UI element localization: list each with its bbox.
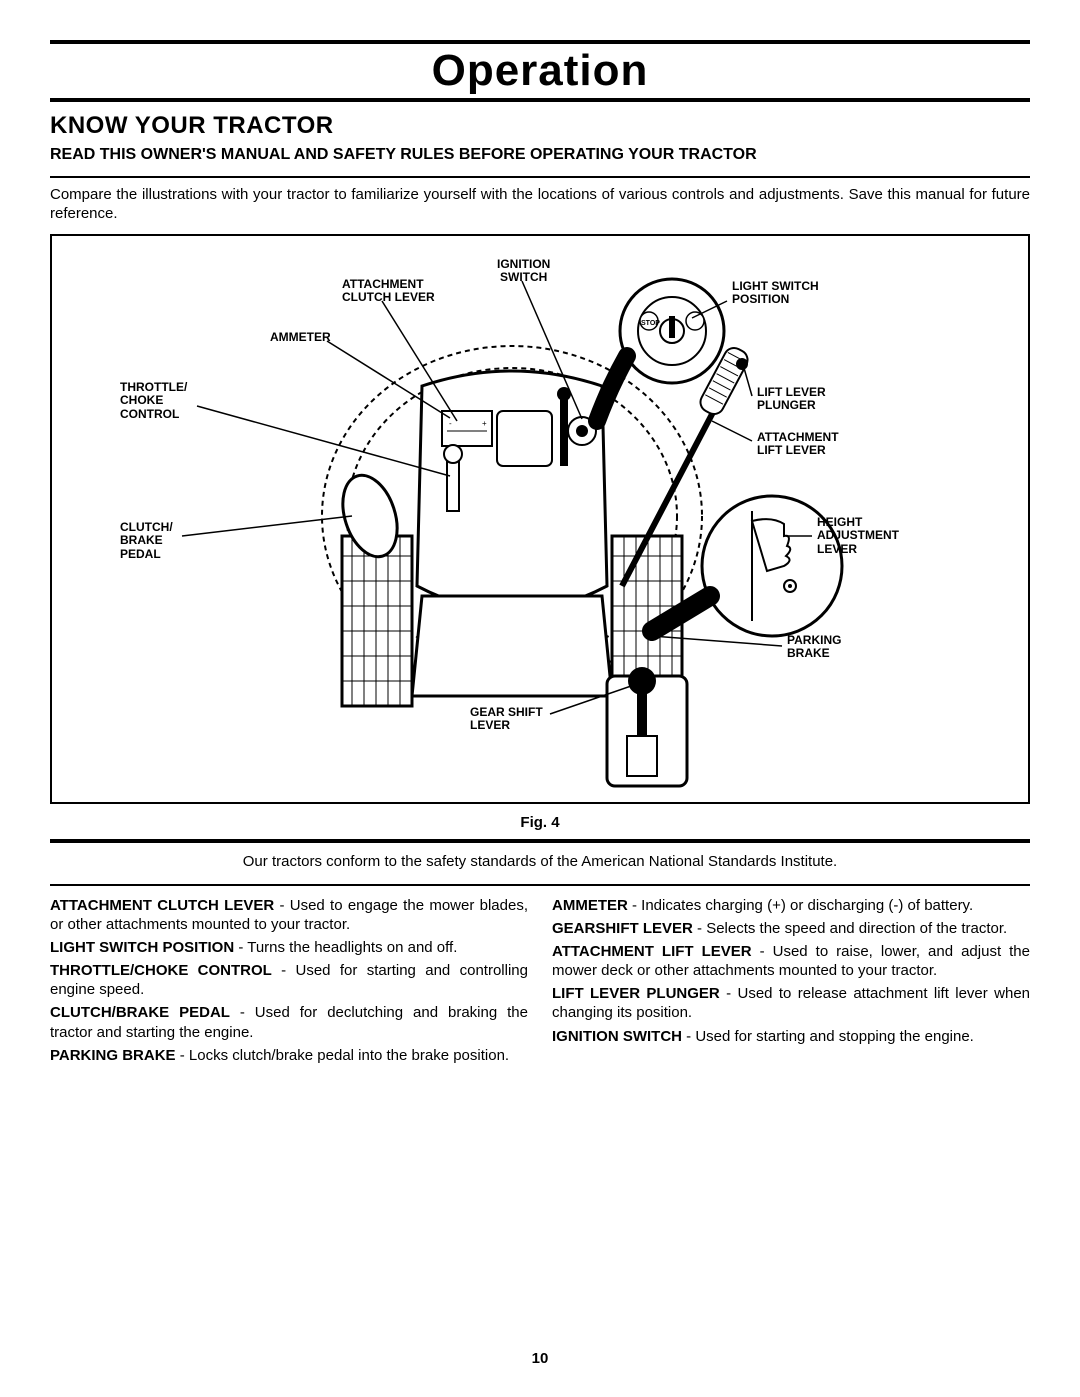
definition-item: IGNITION SWITCH - Used for starting and … <box>552 1027 1030 1046</box>
conformity-text: Our tractors conform to the safety stand… <box>50 853 1030 870</box>
col-left: ATTACHMENT CLUTCH LEVER - Used to engage… <box>50 896 528 1070</box>
definition-term: AMMETER <box>552 897 628 914</box>
definition-term: ATTACHMENT LIFT LEVER <box>552 943 752 960</box>
label-parking-brake: PARKING BRAKE <box>787 634 841 662</box>
col-right: AMMETER - Indicates charging (+) or disc… <box>552 896 1030 1070</box>
label-throttle-choke: THROTTLE/ CHOKE CONTROL <box>120 381 187 422</box>
definition-item: LIFT LEVER PLUNGER - Used to release att… <box>552 984 1030 1022</box>
definition-text: - Used for starting and stopping the eng… <box>682 1028 974 1045</box>
label-light-switch-position: LIGHT SWITCH POSITION <box>732 280 819 308</box>
definition-item: ATTACHMENT CLUTCH LEVER - Used to engage… <box>50 896 528 934</box>
definition-item: AMMETER - Indicates charging (+) or disc… <box>552 896 1030 915</box>
label-ammeter: AMMETER <box>270 331 331 345</box>
label-gear-shift-lever: GEAR SHIFT LEVER <box>470 706 543 734</box>
tractor-diagram: - + <box>50 234 1030 804</box>
label-attachment-lift-lever: ATTACHMENT LIFT LEVER <box>757 431 839 459</box>
definition-text: - Locks clutch/brake pedal into the brak… <box>176 1047 510 1064</box>
rule-under-figure <box>50 839 1030 843</box>
rule-under-conformity <box>50 884 1030 886</box>
rule-under-subheading <box>50 176 1030 178</box>
definition-term: LIGHT SWITCH POSITION <box>50 939 234 956</box>
definition-term: IGNITION SWITCH <box>552 1028 682 1045</box>
definition-text: - Selects the speed and direction of the… <box>693 920 1007 937</box>
page-number: 10 <box>0 1350 1080 1367</box>
definition-text: - Turns the headlights on and off. <box>234 939 457 956</box>
svg-text:-: - <box>449 419 452 428</box>
label-lift-lever-plunger: LIFT LEVER PLUNGER <box>757 386 826 414</box>
definition-item: PARKING BRAKE - Locks clutch/brake pedal… <box>50 1046 528 1065</box>
label-height-adjustment: HEIGHT ADJUSTMENT LEVER <box>817 516 899 557</box>
intro-text: Compare the illustrations with your trac… <box>50 186 1030 224</box>
definition-term: GEARSHIFT LEVER <box>552 920 693 937</box>
label-ignition-switch: IGNITION SWITCH <box>497 258 550 286</box>
definition-term: ATTACHMENT CLUTCH LEVER <box>50 897 274 914</box>
figure-caption: Fig. 4 <box>50 814 1030 831</box>
label-clutch-brake-pedal: CLUTCH/ BRAKE PEDAL <box>120 521 173 562</box>
definition-item: GEARSHIFT LEVER - Selects the speed and … <box>552 919 1030 938</box>
top-rule <box>50 40 1030 44</box>
label-attachment-clutch-lever: ATTACHMENT CLUTCH LEVER <box>342 278 435 306</box>
page-title: Operation <box>50 46 1030 96</box>
title-rule <box>50 98 1030 102</box>
definition-term: THROTTLE/CHOKE CONTROL <box>50 962 272 979</box>
definition-term: CLUTCH/BRAKE PEDAL <box>50 1004 230 1021</box>
section-heading: KNOW YOUR TRACTOR <box>50 112 1030 140</box>
definition-term: LIFT LEVER PLUNGER <box>552 985 720 1002</box>
definitions-columns: ATTACHMENT CLUTCH LEVER - Used to engage… <box>50 896 1030 1070</box>
sub-heading: READ THIS OWNER'S MANUAL AND SAFETY RULE… <box>50 146 1030 164</box>
definition-term: PARKING BRAKE <box>50 1047 176 1064</box>
svg-text:STOP: STOP <box>641 320 660 327</box>
definition-item: ATTACHMENT LIFT LEVER - Used to raise, l… <box>552 942 1030 980</box>
definition-item: CLUTCH/BRAKE PEDAL - Used for declutchin… <box>50 1003 528 1041</box>
definition-text: - Indicates charging (+) or discharging … <box>628 897 973 914</box>
definition-item: THROTTLE/CHOKE CONTROL - Used for starti… <box>50 961 528 999</box>
definition-item: LIGHT SWITCH POSITION - Turns the headli… <box>50 938 528 957</box>
svg-text:+: + <box>482 419 487 428</box>
